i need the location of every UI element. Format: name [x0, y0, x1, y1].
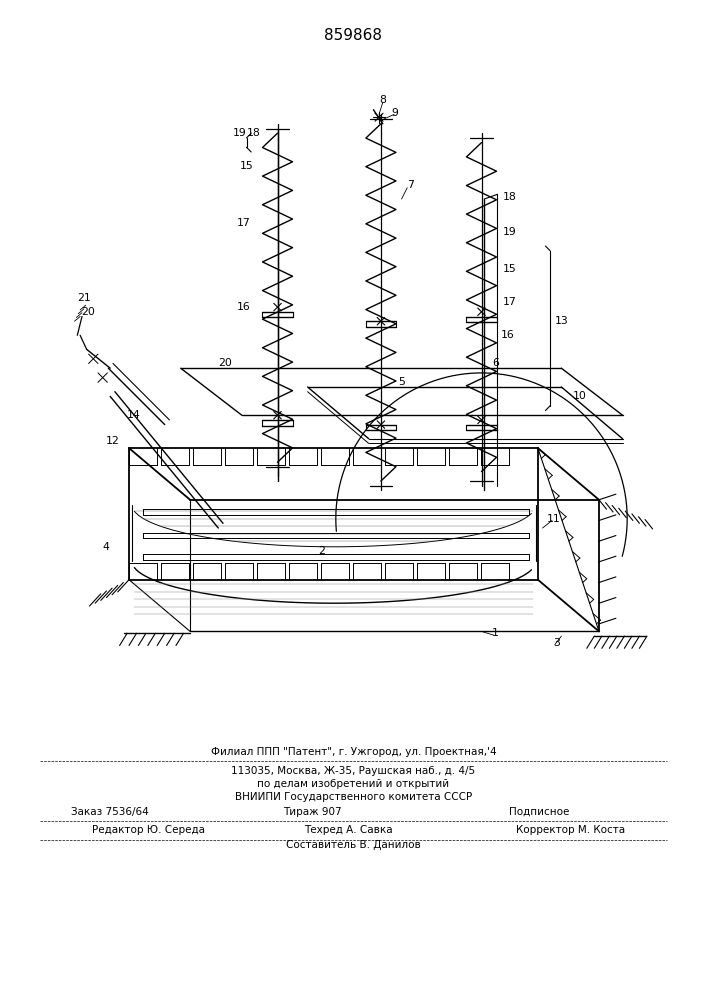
Text: 18: 18 [247, 128, 261, 138]
Text: 7: 7 [407, 180, 414, 190]
Text: 10: 10 [573, 391, 587, 401]
Text: 21: 21 [77, 293, 90, 303]
Text: 8: 8 [380, 95, 386, 105]
Text: Филиал ППП "Патент", г. Ужгород, ул. Проектная,'4: Филиал ППП "Патент", г. Ужгород, ул. Про… [211, 747, 496, 757]
Text: Техред А. Савка: Техред А. Савка [304, 825, 392, 835]
Text: 19: 19 [503, 227, 517, 237]
Text: 18: 18 [503, 192, 517, 202]
Text: Составитель В. Данилов: Составитель В. Данилов [286, 840, 421, 850]
Text: 113035, Москва, Ж-35, Раушская наб., д. 4/5: 113035, Москва, Ж-35, Раушская наб., д. … [231, 766, 476, 776]
Text: ВНИИПИ Государственного комитета СССР: ВНИИПИ Государственного комитета СССР [235, 792, 472, 802]
Text: Заказ 7536/64: Заказ 7536/64 [71, 807, 148, 817]
Text: 6: 6 [492, 359, 499, 368]
Text: 13: 13 [554, 316, 568, 326]
Text: 859868: 859868 [324, 28, 382, 43]
Text: 1: 1 [492, 628, 499, 638]
Text: 16: 16 [501, 330, 515, 340]
Text: 11: 11 [547, 514, 561, 524]
Text: Корректор М. Коста: Корректор М. Коста [516, 825, 625, 835]
Text: 15: 15 [240, 161, 253, 171]
Text: Тираж 907: Тираж 907 [283, 807, 341, 817]
Text: по делам изобретений и открытий: по делам изобретений и открытий [257, 779, 450, 789]
Text: 5: 5 [398, 377, 405, 387]
Text: 17: 17 [237, 218, 250, 228]
Text: 4: 4 [102, 542, 109, 552]
Text: 9: 9 [392, 108, 399, 118]
Text: 14: 14 [127, 410, 141, 420]
Text: 16: 16 [237, 302, 250, 312]
Text: 20: 20 [81, 307, 95, 317]
Text: 15: 15 [503, 264, 517, 274]
Text: 2: 2 [318, 546, 325, 556]
Text: 20: 20 [218, 359, 232, 368]
Text: 3: 3 [554, 638, 560, 648]
Text: Редактор Ю. Середа: Редактор Ю. Середа [92, 825, 205, 835]
Text: 12: 12 [106, 436, 120, 446]
Text: 19: 19 [233, 128, 247, 138]
Text: Подписное: Подписное [509, 807, 569, 817]
Text: 17: 17 [503, 297, 517, 307]
